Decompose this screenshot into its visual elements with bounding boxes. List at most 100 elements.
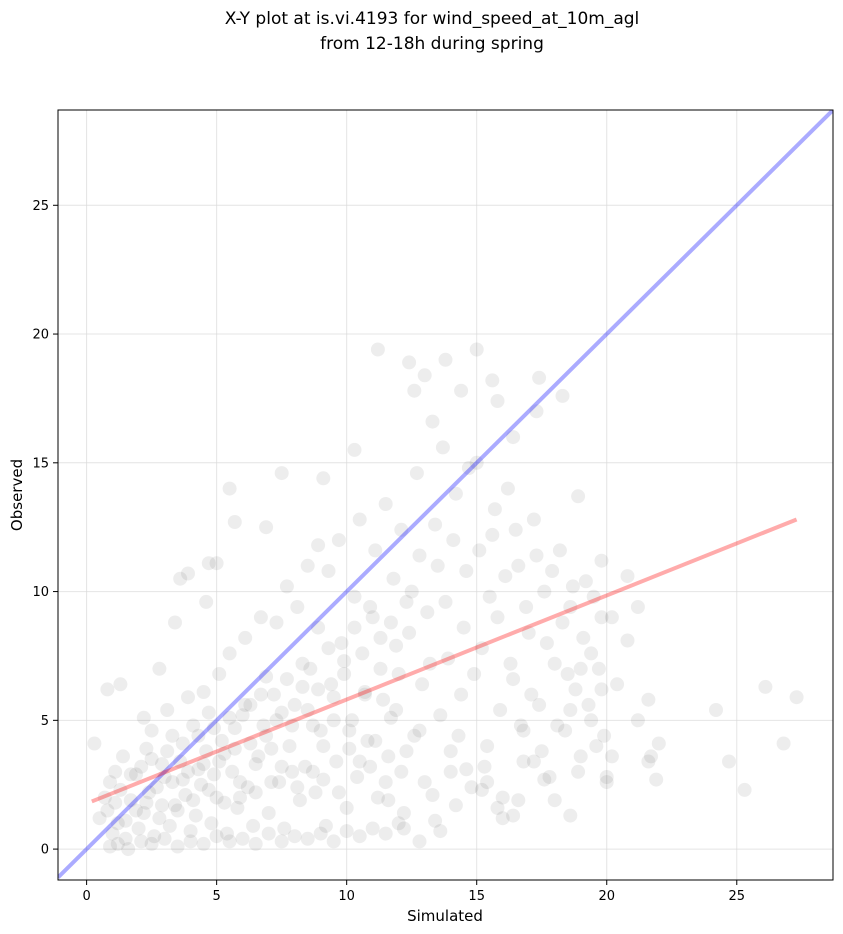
data-point [599,775,614,790]
data-point [550,718,565,733]
data-point [441,651,456,666]
data-point [285,764,300,779]
data-point [152,661,167,676]
data-point [186,718,201,733]
data-point [438,352,453,367]
data-point [326,713,341,728]
data-point [430,558,445,573]
data-point [526,754,541,769]
data-point [285,718,300,733]
data-point [370,342,385,357]
data-point [560,667,575,681]
data-point [472,543,487,558]
data-point [157,770,172,784]
data-point [170,839,185,854]
data-point [191,762,206,777]
data-point [136,806,151,820]
data-point [160,744,175,759]
data-point [305,764,320,779]
data-point [337,654,352,669]
fit-line [91,517,798,804]
data-point [196,685,211,699]
data-point [259,669,274,684]
data-point [201,705,216,720]
data-point [555,615,570,630]
grid [58,110,833,880]
data-point [347,589,362,604]
data-point [155,798,169,813]
x-tick-label: 15 [468,889,485,904]
data-point [131,821,146,836]
data-point [129,767,143,782]
data-point [412,834,427,849]
data-point [532,697,547,712]
data-points [87,342,804,857]
data-point [123,793,138,808]
data-point [495,811,510,826]
chart-title-line-2: from 12-18h during spring [320,34,544,54]
data-point [355,646,370,661]
data-point [620,569,635,584]
data-point [339,824,354,839]
data-point [709,703,723,717]
y-tick-label: 25 [32,199,49,214]
data-point [350,770,365,784]
data-point [545,564,560,578]
x-tick-label: 20 [598,889,615,904]
data-point [144,836,159,851]
data-point [168,615,182,630]
y-tick-label: 20 [32,328,49,343]
data-point [209,556,224,571]
data-point [103,775,117,790]
data-point [407,383,422,398]
data-point [389,703,404,717]
data-point [342,723,357,738]
data-point [498,569,513,584]
data-point [183,824,198,839]
data-point [604,610,619,625]
data-point [391,667,406,681]
data-point [305,718,320,733]
data-point [212,754,227,769]
y-tick-label: 0 [41,843,49,858]
data-point [222,834,237,849]
data-point [537,772,552,787]
data-point [194,777,208,792]
data-point [360,733,375,748]
data-point [594,682,609,697]
data-point [651,736,666,751]
data-point [201,782,216,797]
data-point [357,685,372,699]
data-point [264,775,279,790]
data-point [454,687,469,702]
data-point [186,793,201,808]
data-point [402,625,417,640]
data-point [253,610,268,625]
data-point [438,594,453,609]
data-point [209,829,224,844]
data-point [417,368,432,383]
data-point [300,558,315,573]
data-point [539,636,554,651]
x-tick-label: 10 [338,889,355,904]
data-point [121,842,136,857]
data-point [110,836,125,851]
data-point [248,757,263,772]
data-point [456,620,471,635]
data-point [103,839,117,854]
y-axis-ticks: 0 5 10 15 20 25 [32,199,58,858]
data-point [519,600,534,614]
data-point [110,816,125,831]
data-point [264,741,279,756]
data-point [256,718,271,733]
data-point [318,818,333,833]
data-point [181,764,195,779]
data-point [253,687,268,702]
data-point [402,355,417,370]
data-point [584,713,599,728]
data-point [480,739,495,754]
data-point [542,770,557,784]
data-point [409,466,424,481]
data-point [274,834,289,849]
